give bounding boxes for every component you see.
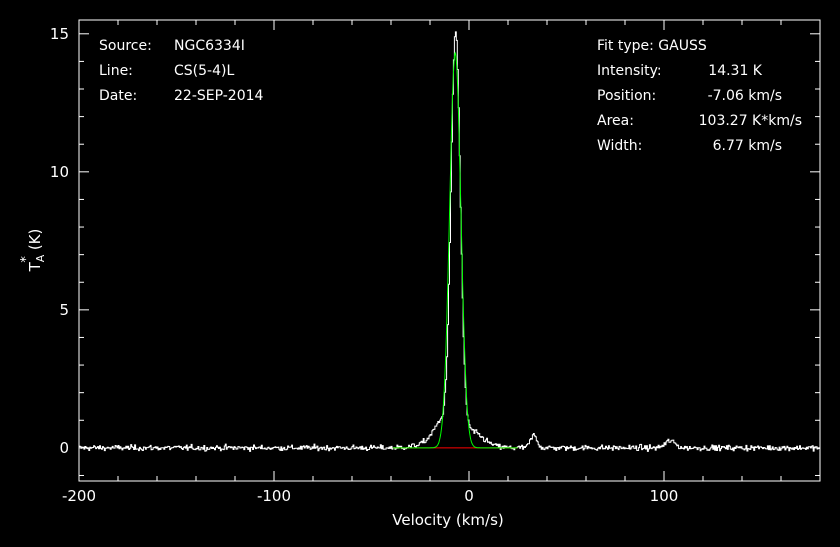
- header-right: Fit type: GAUSS Intensity: 14.31 K Posit…: [597, 38, 802, 154]
- area-value: 103.27 K*km/s: [699, 113, 802, 129]
- y-axis-label-unit: (K): [26, 229, 44, 251]
- position-value: -7.06 km/s: [708, 88, 782, 104]
- area-label: Area:: [597, 113, 634, 129]
- source-label: Source:: [99, 38, 152, 54]
- y-axis-label: TA* (K): [19, 229, 47, 273]
- intensity-label: Intensity:: [597, 63, 662, 79]
- width-label: Width:: [597, 138, 642, 154]
- header-left: Source: NGC6334I Line: CS(5-4)L Date: 22…: [99, 38, 264, 104]
- x-tick-label: 0: [464, 487, 474, 505]
- y-tick-label: 10: [50, 163, 69, 181]
- source-value: NGC6334I: [174, 38, 245, 54]
- x-tick-label: 100: [650, 487, 679, 505]
- series-layer: [79, 31, 821, 452]
- x-tick-label: -100: [257, 487, 291, 505]
- x-axis-label: Velocity (km/s): [392, 511, 503, 529]
- y-axis-label-main: T: [26, 261, 44, 272]
- date-label: Date:: [99, 88, 137, 104]
- svg-text:TA*(K): TA* (K): [19, 229, 47, 273]
- y-tick-label: 5: [59, 301, 69, 319]
- x-tick-label: -200: [62, 487, 96, 505]
- intensity-value: 14.31 K: [708, 63, 763, 79]
- width-value: 6.77 km/s: [713, 138, 782, 154]
- plot-frame: [78, 19, 821, 482]
- date-value: 22-SEP-2014: [174, 88, 264, 104]
- y-tick-label: 0: [59, 439, 69, 457]
- axis-tick-labels: -200 -100 0 100 0 5 10 15: [50, 25, 678, 505]
- gauss-fit-line: [392, 51, 518, 449]
- position-label: Position:: [597, 88, 656, 104]
- line-label: Line:: [99, 63, 133, 79]
- y-axis-label-sub: A: [34, 254, 47, 262]
- fit-type-label: Fit type: GAUSS: [597, 38, 707, 54]
- y-tick-label: 15: [50, 25, 69, 43]
- line-value: CS(5-4)L: [174, 63, 234, 79]
- y-axis-label-sup: *: [19, 256, 34, 263]
